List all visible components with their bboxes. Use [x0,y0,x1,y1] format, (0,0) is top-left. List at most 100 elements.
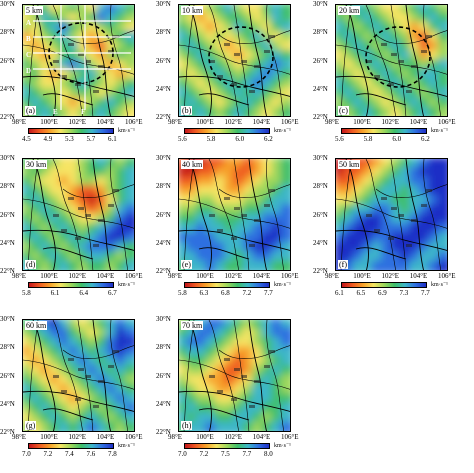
city-label-mark [108,204,114,207]
velocity-field [179,159,290,270]
x-tick-label: 100°E [196,272,214,280]
city-label-mark [85,214,91,217]
colorbar-unit-label: km·s⁻¹ [274,282,291,288]
colorbar-unit-label: km·s⁻¹ [274,443,291,449]
city-label-mark [411,65,417,68]
velocity-field [336,159,447,270]
fault-line [365,159,396,270]
city-label-mark [78,368,84,371]
velocity-field [179,5,290,116]
depth-label: 5 km [25,6,44,15]
fault-line [365,5,396,116]
city-label-mark [406,244,412,247]
velocity-map: 60 km (g) [22,319,135,432]
colorbar [341,128,427,134]
city-label-mark [224,197,230,200]
fault-line [233,5,250,116]
fault-line [248,320,268,431]
city-label-mark [269,189,275,192]
colorbar-unit-label: km·s⁻¹ [118,128,135,134]
x-tick-label: 104°E [252,118,271,126]
y-tick-label: 26°N [313,56,328,65]
fault-line [52,159,83,270]
velocity-map: 50 km (f) [335,158,448,271]
city-label-mark [93,405,99,408]
fault-line [23,359,134,390]
city-label-mark [398,60,404,63]
panel-label: (g) [25,421,37,430]
colorbar-tick-label: 7.2 [242,289,252,297]
city-label-mark [381,197,387,200]
velocity-map: 40 km (e) [178,158,291,271]
fault-line [32,5,56,116]
fault-line [42,408,94,421]
colorbar-tick-label: 7.3 [399,289,409,297]
city-label-mark [53,214,59,217]
y-tick-label: 28°N [0,343,15,352]
y-tick-label: 24°N [156,399,171,408]
map-panel-b: 10 km (b) 30°N 28°N 26°N 24°N 22°N 98°E 100°E 102… [156,0,318,154]
profile-label: A [26,19,32,27]
map-panel-h: 70 km (h) 30°N 28°N 26°N 24°N 22°N 98°E 100°E 102… [156,315,318,469]
city-label-mark [75,237,81,240]
fault-line [77,320,94,431]
y-tick-label: 30°N [313,154,328,162]
map-panel-d: 30 km (d) 30°N 28°N 26°N 24°N 22°N 98°E 100°E 102… [0,154,162,308]
y-tick-label: 24°N [313,84,328,93]
y-tick-label: 28°N [156,182,171,191]
profile-label: D [26,67,32,75]
fault-line [92,5,112,116]
y-tick-label: 24°N [156,84,171,93]
y-tick-label: 28°N [156,28,171,37]
colorbar-tick-label: 6.2 [264,135,273,143]
velocity-field [179,320,290,431]
city-label-mark [209,375,215,378]
x-tick-label: 102°E [68,433,87,441]
city-label-mark [224,358,230,361]
y-tick-label: 28°N [313,28,328,37]
panel-label: (d) [25,260,37,269]
fault-line [248,5,268,116]
colorbar-unit-label: km·s⁻¹ [431,128,448,134]
x-tick-label: 102°E [224,433,243,441]
fault-line [198,408,250,421]
y-tick-label: 26°N [0,371,15,380]
panel-label: (c) [338,106,349,115]
fault-line [375,30,447,45]
city-label-mark [85,375,91,378]
panel-label: (a) [25,106,36,115]
city-label-mark [68,197,74,200]
colorbar-tick-label: 7.2 [43,450,53,458]
colorbar-tick-label: 5.6 [335,135,344,143]
colorbar-tick-label: 7.8 [108,450,117,458]
x-tick-label: 104°E [96,118,115,126]
city-label-mark [108,50,114,53]
x-tick-label: 104°E [252,433,271,441]
fault-line [188,5,212,116]
colorbar-tick-label: 7.5 [221,450,230,458]
map-panel-g: 60 km (g) 30°N 28°N 26°N 24°N 22°N 98°E 100°E 102… [0,315,162,469]
colorbar-tick-label: 4.5 [22,135,31,143]
x-tick-label: 100°E [353,118,371,126]
velocity-map: 70 km (h) [178,319,291,432]
fault-line [92,320,112,431]
city-label-mark [98,380,104,383]
fault-line [355,247,407,260]
fault-line [32,320,56,431]
y-tick-label: 30°N [313,0,328,8]
fault-line [355,93,407,106]
fault-line [198,247,250,260]
city-label-mark [366,60,372,63]
city-label-mark [108,365,114,368]
depth-label: 30 km [25,160,48,169]
fault-line [23,198,134,229]
city-label-mark [93,90,99,93]
city-label-mark [68,43,74,46]
fault-line [375,184,447,199]
fault-line [345,5,369,116]
x-tick-label: 106°E [125,118,143,126]
city-label-mark [61,390,67,393]
colorbar-tick-label: 5.7 [86,135,96,143]
